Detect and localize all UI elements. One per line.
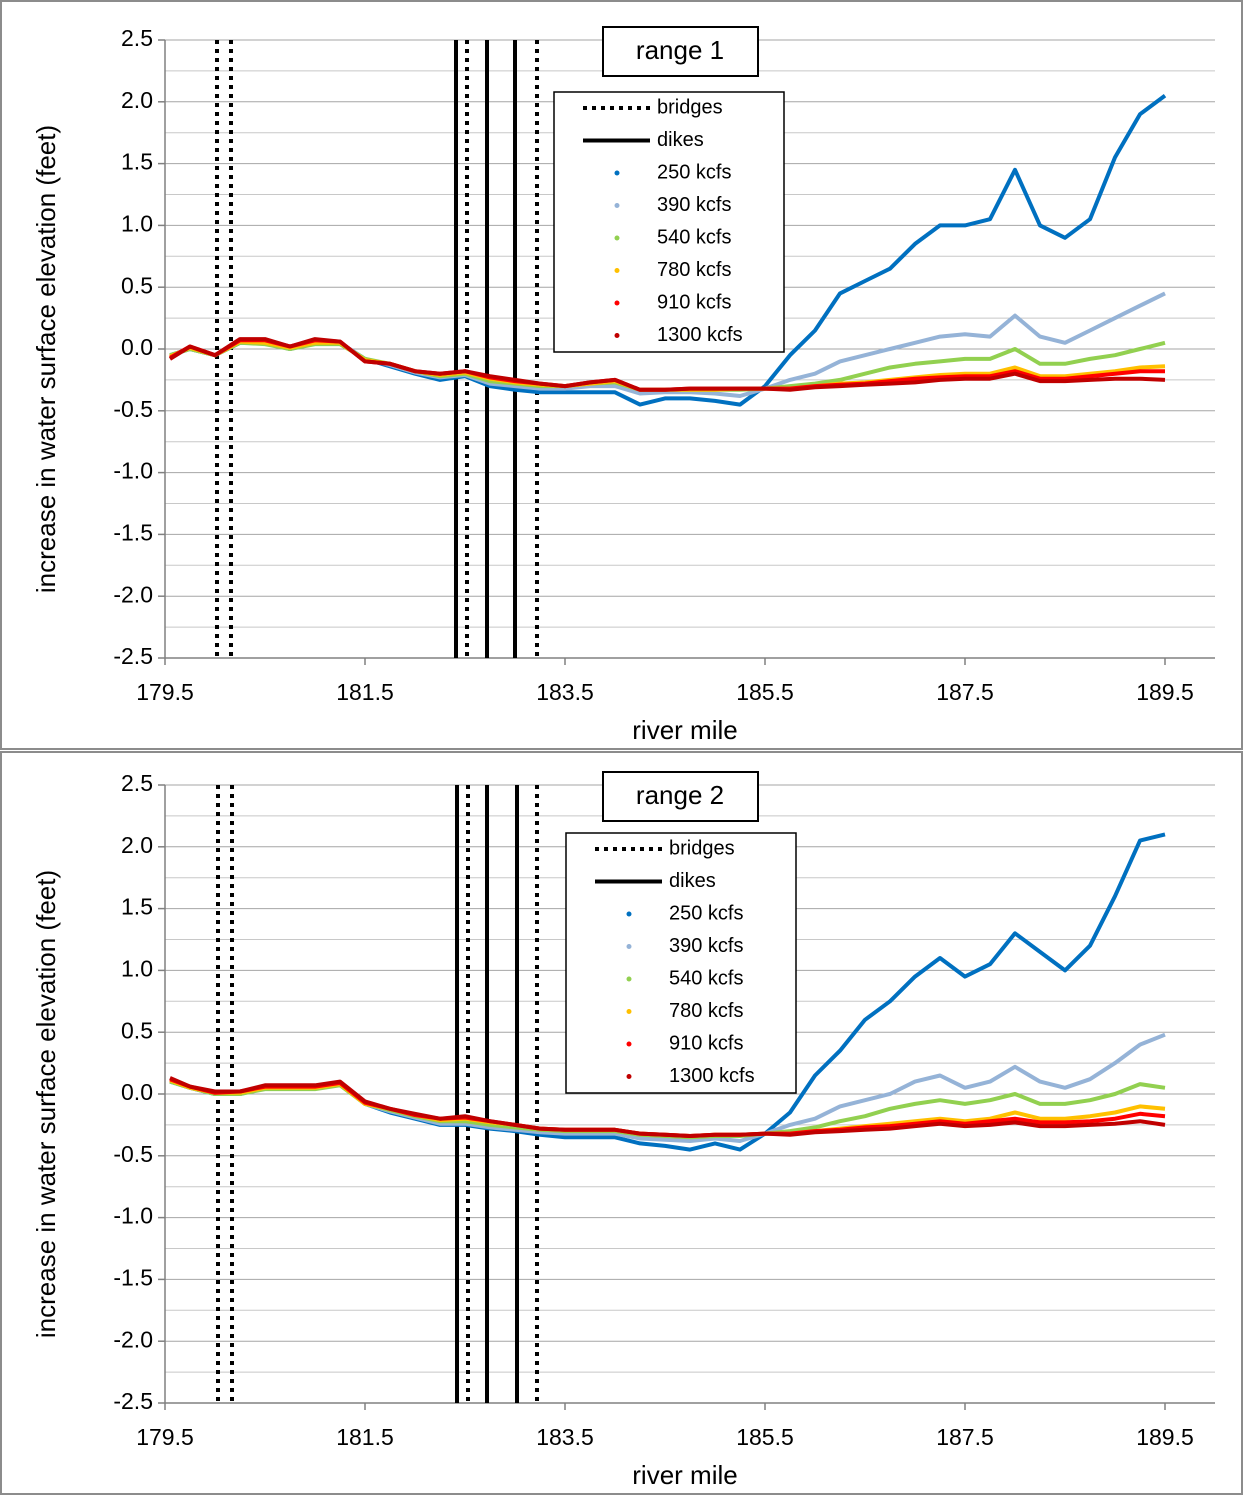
y-tick-label: -1.0 [113, 1203, 153, 1229]
legend-label: 540 kcfs [669, 967, 743, 989]
legend-box [553, 91, 785, 353]
x-tick-label: 185.5 [736, 679, 794, 705]
annotation-box [602, 26, 759, 77]
y-tick-label: 0.5 [121, 272, 153, 298]
annotation: range 2 [636, 780, 724, 810]
legend-label: 540 kcfs [657, 226, 731, 248]
x-tick-label: 181.5 [336, 679, 394, 705]
panel-border [0, 0, 1243, 750]
y-tick-label: 2.0 [121, 87, 153, 113]
legend-label: 780 kcfs [669, 1000, 743, 1022]
y-tick-label: -0.5 [113, 396, 153, 422]
legend-label: 1300 kcfs [657, 324, 743, 346]
legend-swatch [626, 944, 632, 949]
y-axis-title: increase in water surface elevation (fee… [31, 870, 61, 1338]
legend-swatch [626, 1009, 632, 1014]
y-tick-label: 1.0 [121, 210, 153, 236]
x-tick-label: 179.5 [136, 679, 194, 705]
x-tick-label: 189.5 [1136, 679, 1194, 705]
legend-label: 390 kcfs [657, 194, 731, 216]
legend-swatch [614, 300, 620, 306]
y-tick-label: -2.5 [113, 1388, 153, 1414]
legend-box [565, 832, 797, 1094]
legend-label: bridges [669, 837, 735, 859]
y-tick-label: 0.0 [121, 1079, 153, 1105]
y-tick-label: -1.5 [113, 519, 153, 545]
y-axis-title: increase in water surface elevation (fee… [31, 125, 61, 593]
legend-label: 250 kcfs [669, 902, 743, 924]
x-tick-label: 187.5 [936, 679, 994, 705]
x-tick-label: 189.5 [1136, 1424, 1194, 1450]
y-tick-label: 1.5 [121, 894, 153, 920]
legend-label: bridges [657, 96, 723, 118]
legend-label: dikes [657, 129, 704, 151]
x-axis-title: river mile [632, 715, 737, 745]
legend-label: dikes [669, 870, 716, 892]
panel-border [0, 751, 1243, 1495]
y-tick-label: -2.0 [113, 1326, 153, 1352]
legend-swatch [614, 235, 620, 241]
x-tick-label: 183.5 [536, 679, 594, 705]
legend-swatch [626, 911, 632, 917]
y-tick-label: 1.5 [121, 149, 153, 175]
y-tick-label: 2.5 [121, 25, 153, 51]
y-tick-label: -0.5 [113, 1141, 153, 1167]
legend-swatch [614, 203, 620, 208]
legend-label: 780 kcfs [657, 259, 731, 281]
x-tick-label: 185.5 [736, 1424, 794, 1450]
legend-swatch [626, 1041, 632, 1047]
y-tick-label: 0.5 [121, 1017, 153, 1043]
series-line [168, 337, 1166, 392]
y-tick-label: -1.5 [113, 1264, 153, 1290]
legend-swatch [614, 170, 620, 176]
x-tick-label: 181.5 [336, 1424, 394, 1450]
annotation-box [602, 771, 759, 822]
y-tick-label: 0.0 [121, 334, 153, 360]
legend-label: 1300 kcfs [669, 1065, 755, 1087]
y-tick-label: 1.0 [121, 955, 153, 981]
series-line [169, 1076, 1166, 1138]
annotation: range 1 [636, 35, 724, 65]
x-tick-label: 187.5 [936, 1424, 994, 1450]
legend-swatch [626, 1074, 632, 1079]
x-tick-label: 179.5 [136, 1424, 194, 1450]
legend-swatch [614, 333, 620, 338]
y-tick-label: -2.0 [113, 581, 153, 607]
y-tick-label: -1.0 [113, 458, 153, 484]
legend-swatch [614, 268, 620, 273]
y-tick-label: -2.5 [113, 643, 153, 669]
x-tick-label: 183.5 [536, 1424, 594, 1450]
x-axis-title: river mile [632, 1460, 737, 1490]
y-tick-label: 2.5 [121, 770, 153, 796]
legend-swatch [626, 976, 632, 982]
legend-label: 910 kcfs [669, 1032, 743, 1054]
y-tick-label: 2.0 [121, 832, 153, 858]
legend-label: 390 kcfs [669, 935, 743, 957]
legend-label: 910 kcfs [657, 291, 731, 313]
legend-label: 250 kcfs [657, 161, 731, 183]
